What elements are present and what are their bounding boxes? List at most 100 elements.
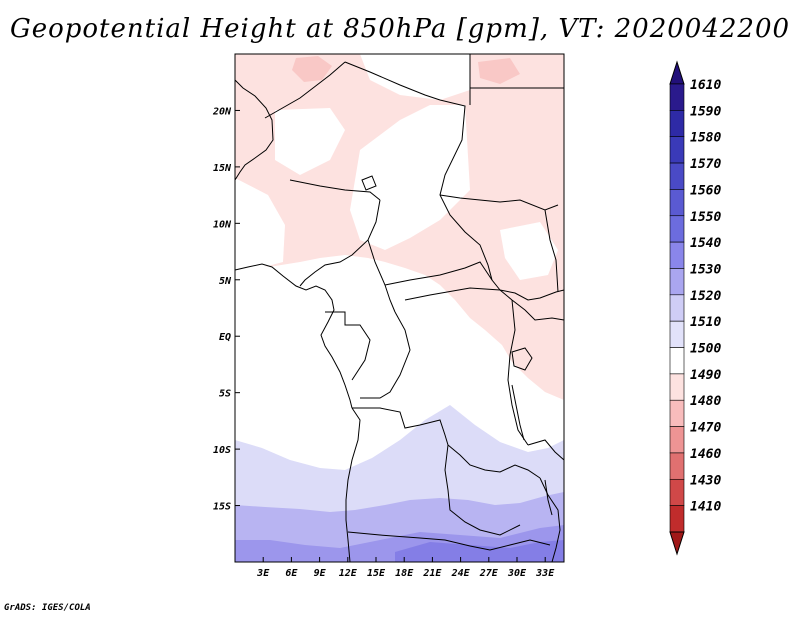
lon-tick-label: 30E: [507, 568, 527, 579]
border-uganda-kenya: [511, 299, 565, 321]
lake-tanganyika: [511, 384, 525, 441]
lon-tick-label: 6E: [285, 568, 298, 579]
lon-tick-label: 12E: [339, 568, 358, 579]
colorbar-swatch: [669, 347, 685, 375]
border-zambia-zimbabwe: [469, 539, 551, 551]
colorbar-swatch: [669, 189, 685, 217]
border-mali-niger: [344, 61, 441, 101]
lat-tick-label: 5S: [219, 389, 231, 400]
lake-victoria: [511, 347, 533, 371]
field-1480-spot-2: [478, 58, 520, 84]
coastline-west-africa: [234, 79, 274, 181]
field-1500-patch-west: [235, 178, 285, 268]
border-gabon-congo: [325, 311, 371, 381]
colorbar-label: 1470: [690, 421, 721, 436]
colorbar: 1610 1590 1580 1570 1560 1550 1540 1530 1520 1510…: [669, 60, 721, 556]
colorbar-swatch: [669, 320, 685, 348]
colorbar-swatch: [669, 110, 685, 138]
lat-axis: 20N 15N 10N 5N EQ 5S 10S 15S: [212, 106, 240, 513]
field-1540: [395, 540, 564, 562]
border-sudan: [439, 194, 559, 211]
lon-tick-label: 15E: [367, 568, 386, 579]
lat-tick-label: 10S: [213, 445, 231, 456]
colorbar-swatch: [669, 294, 685, 322]
colorbar-label: 1410: [690, 500, 721, 515]
colorbar-label: 1500: [690, 342, 721, 357]
lon-tick-label: 18E: [395, 568, 414, 579]
lon-tick-label: 9E: [314, 568, 327, 579]
colorbar-swatch: [669, 478, 685, 506]
border-drc-east: [507, 299, 529, 446]
border-angola-namibia: [347, 531, 471, 547]
colorbar-label: 1430: [690, 473, 721, 488]
country-borders: [234, 54, 565, 563]
colorbar-swatch: [669, 83, 685, 111]
chart-title: Geopotential Height at 850hPa [gpm], VT:…: [9, 14, 791, 44]
height-field: [235, 54, 564, 562]
field-1480-spot-1: [292, 56, 332, 82]
map-panel: 3E 6E 9E 12E 15E 18E 21E 24E 27E 30E 33E 20N 15N 10N…: [212, 53, 565, 579]
colorbar-top-triangle: [669, 60, 685, 85]
border-ethiopia: [544, 209, 559, 293]
map-frame: [234, 53, 565, 563]
field-1500-patch-east: [500, 222, 558, 280]
colorbar-label: 1610: [690, 78, 721, 93]
colorbar-swatch: [669, 215, 685, 243]
colorbar-swatch: [669, 268, 685, 296]
border-drc-zambia: [447, 444, 541, 479]
colorbar-label: 1520: [690, 289, 721, 304]
colorbar-swatch: [669, 373, 685, 401]
border-congo-drc: [360, 311, 411, 399]
colorbar-label: 1480: [690, 394, 721, 409]
colorbar-label: 1540: [690, 236, 721, 251]
border-drc-north: [404, 287, 513, 301]
border-drc-angola: [352, 407, 449, 446]
field-1500-patch-top: [360, 54, 470, 100]
lon-tick-label: 21E: [422, 568, 442, 579]
lat-tick-label: 5N: [219, 276, 232, 287]
coastline-angola-namibia: [345, 407, 361, 563]
border-niger-chad: [439, 99, 501, 291]
colorbar-swatch: [669, 162, 685, 190]
border-south-sudan: [499, 289, 565, 301]
lat-tick-label: 20N: [212, 106, 232, 117]
grads-credit: GrADS: IGES/COLA: [4, 603, 91, 613]
border-niger-nigeria: [289, 179, 381, 201]
colorbar-label: 1530: [690, 262, 721, 277]
field-1500-patch-sahel: [350, 105, 470, 250]
colorbar-label: 1590: [690, 104, 721, 119]
colorbar-label: 1560: [690, 183, 721, 198]
colorbar-label: 1490: [690, 368, 721, 383]
colorbar-label: 1460: [690, 447, 721, 462]
colorbar-swatch: [669, 136, 685, 164]
lat-tick-label: 10N: [213, 219, 232, 230]
lake-chad: [361, 175, 377, 191]
lat-tick-label: 15S: [213, 502, 231, 513]
lon-tick-label: 24E: [451, 568, 471, 579]
colorbar-swatch: [669, 241, 685, 269]
border-nigeria-cameroon: [299, 199, 381, 287]
border-tanzania: [527, 439, 565, 461]
colorbar-swatch: [669, 426, 685, 454]
lon-tick-label: 3E: [256, 568, 270, 579]
colorbar-swatch: [669, 505, 685, 533]
lon-tick-label: 27E: [479, 568, 499, 579]
border-car-south: [384, 261, 493, 286]
colorbar-bottom-triangle: [669, 531, 685, 556]
colorbar-swatch: [669, 452, 685, 480]
colorbar-label: 1550: [690, 210, 721, 225]
field-1500-patch-center: [275, 108, 345, 175]
lon-tick-label: 33E: [535, 568, 555, 579]
border-libya-chad: [469, 54, 564, 105]
colorbar-label: 1580: [690, 131, 721, 146]
colorbar-swatch: [669, 399, 685, 427]
border-algeria: [264, 61, 346, 119]
lat-tick-label: EQ: [219, 332, 231, 343]
border-angola-zambia: [444, 444, 521, 536]
lake-malawi: [544, 479, 553, 516]
colorbar-label: 1510: [690, 315, 721, 330]
colorbar-label: 1570: [690, 157, 721, 172]
lon-axis: 3E 6E 9E 12E 15E 18E 21E 24E 27E 30E 33E: [256, 557, 555, 579]
coastline-gulf-of-guinea: [234, 263, 353, 409]
